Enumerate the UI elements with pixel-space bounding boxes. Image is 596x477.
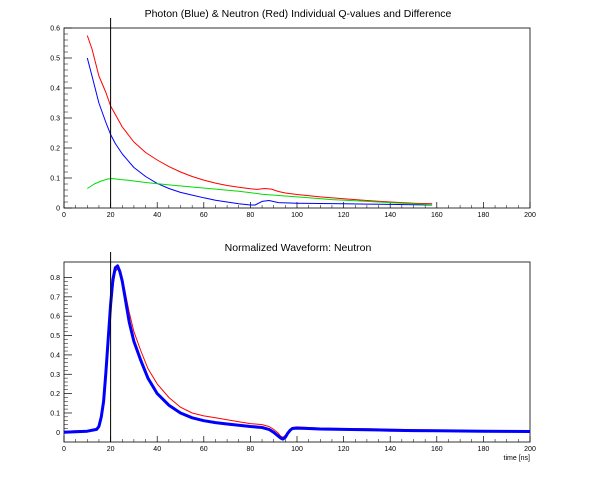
top-chart-series — [86, 35, 433, 206]
x-tick-label: 80 — [247, 446, 255, 453]
x-tick-label: 20 — [107, 446, 115, 453]
x-tick-label: 0 — [62, 212, 66, 219]
y-tick-label: 0.8 — [50, 275, 60, 282]
x-tick-label: 120 — [338, 212, 350, 219]
series-line — [63, 268, 531, 438]
y-tick-label: 0.2 — [50, 391, 60, 398]
x-tick-label: 20 — [107, 212, 115, 219]
x-tick-label: 140 — [384, 446, 396, 453]
y-tick-label: 0.7 — [50, 294, 60, 301]
x-tick-label: 60 — [200, 446, 208, 453]
bottom-chart-panel: Normalized Waveform: Neutron 0 20 40 60 80 10… — [50, 242, 536, 462]
x-tick-label: 120 — [338, 446, 350, 453]
y-tick-label: 0.4 — [50, 86, 60, 93]
y-tick-label: 0.6 — [50, 314, 60, 321]
series-line — [86, 57, 433, 206]
series-line — [87, 178, 433, 206]
y-tick-label: 0.1 — [50, 410, 60, 417]
y-tick-label: 0 — [56, 206, 60, 213]
bottom-chart-ticks: 0 20 40 60 80 100 120 140 160 180 200 0 0.1 0.2 0.3 0.4… — [50, 275, 536, 453]
plot-frame — [63, 261, 531, 443]
x-tick-label: 180 — [478, 446, 490, 453]
y-tick-label: 0.1 — [50, 176, 60, 183]
series-line — [63, 264, 531, 441]
y-tick-label: 0.3 — [50, 372, 60, 379]
x-tick-label: 0 — [62, 446, 66, 453]
y-tick-label: 0.6 — [50, 26, 60, 33]
bottom-chart-xlabel: time [ns] — [504, 455, 531, 462]
y-tick-label: 0.5 — [50, 333, 60, 340]
bottom-chart-axes — [63, 261, 531, 443]
top-chart-title: Photon (Blue) & Neutron (Red) Individual… — [145, 8, 452, 20]
x-tick-label: 40 — [153, 446, 161, 453]
x-tick-label: 80 — [247, 212, 255, 219]
y-tick-label: 0 — [56, 430, 60, 437]
top-chart-panel: Photon (Blue) & Neutron (Red) Individual… — [50, 8, 536, 219]
x-tick-label: 180 — [478, 212, 490, 219]
bottom-chart-title: Normalized Waveform: Neutron — [225, 242, 372, 254]
bottom-chart-series — [63, 264, 531, 441]
x-tick-label: 200 — [524, 212, 536, 219]
x-tick-label: 100 — [291, 446, 303, 453]
series-line — [86, 35, 433, 205]
x-tick-label: 100 — [291, 212, 303, 219]
y-tick-label: 0.5 — [50, 56, 60, 63]
x-tick-label: 160 — [431, 446, 443, 453]
y-tick-label: 0.3 — [50, 116, 60, 123]
x-tick-label: 200 — [524, 446, 536, 453]
y-tick-label: 0.2 — [50, 146, 60, 153]
x-tick-label: 40 — [153, 212, 161, 219]
x-tick-label: 60 — [200, 212, 208, 219]
x-tick-label: 160 — [431, 212, 443, 219]
y-tick-label: 0.4 — [50, 352, 60, 359]
top-chart-ticks: 0 20 40 60 80 100 120 140 160 180 200 0 0.1 0.2 0.3 0.4… — [50, 26, 536, 220]
x-tick-label: 140 — [384, 212, 396, 219]
